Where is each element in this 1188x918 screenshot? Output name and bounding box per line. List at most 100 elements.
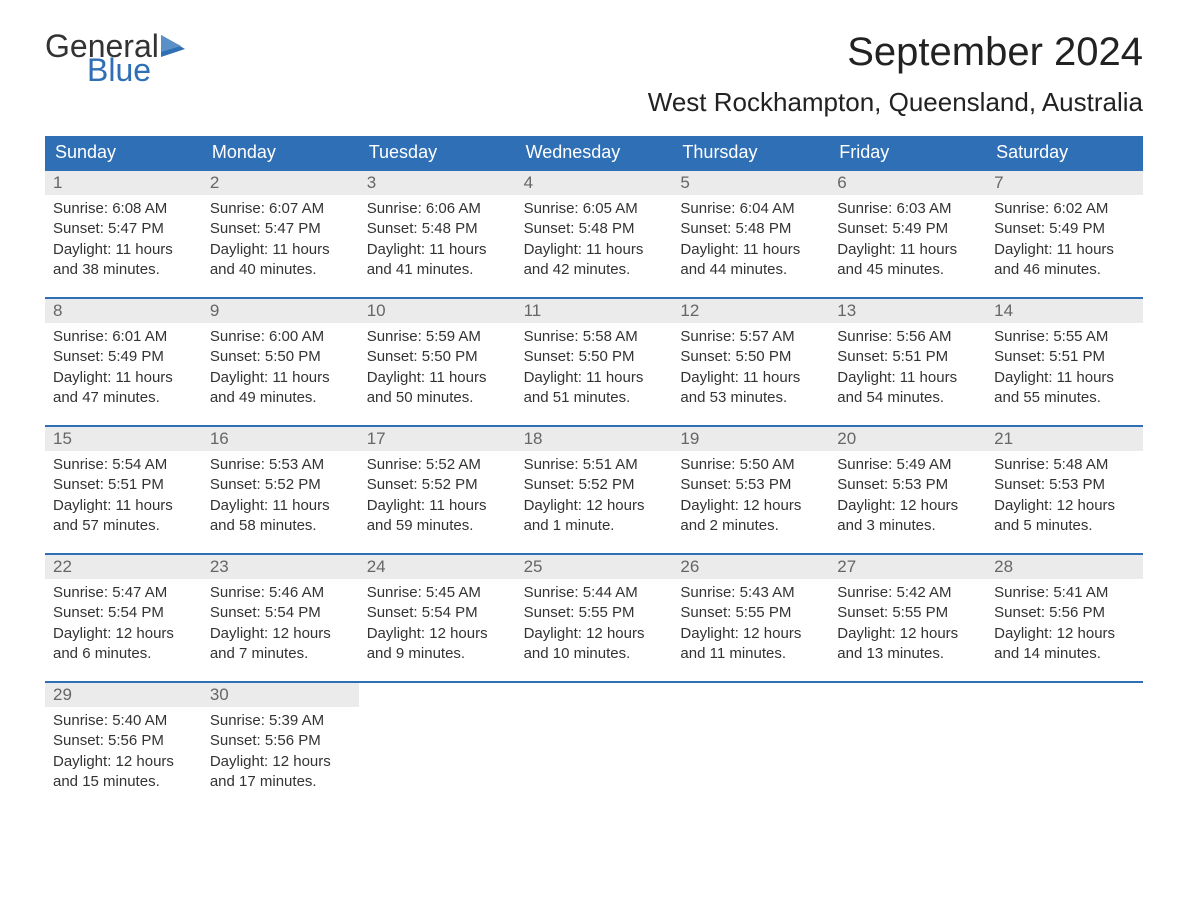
day-cell-empty [672,683,829,809]
day-sunset: Sunset: 5:55 PM [837,603,978,623]
day-sunrise: Sunrise: 5:53 AM [210,455,351,475]
day-cell: 2Sunrise: 6:07 AMSunset: 5:47 PMDaylight… [202,171,359,297]
day-daylight1: Daylight: 11 hours [837,368,978,388]
day-sunset: Sunset: 5:52 PM [524,475,665,495]
day-number: 17 [359,427,516,451]
day-sunrise: Sunrise: 6:02 AM [994,199,1135,219]
day-sunset: Sunset: 5:56 PM [53,731,194,751]
day-content: Sunrise: 5:55 AMSunset: 5:51 PMDaylight:… [986,323,1143,412]
day-content: Sunrise: 5:47 AMSunset: 5:54 PMDaylight:… [45,579,202,668]
day-cell: 14Sunrise: 5:55 AMSunset: 5:51 PMDayligh… [986,299,1143,425]
day-daylight2: and 59 minutes. [367,516,508,536]
day-number: 9 [202,299,359,323]
day-content: Sunrise: 5:42 AMSunset: 5:55 PMDaylight:… [829,579,986,668]
day-sunrise: Sunrise: 6:07 AM [210,199,351,219]
day-sunset: Sunset: 5:49 PM [53,347,194,367]
day-daylight1: Daylight: 12 hours [680,496,821,516]
day-sunrise: Sunrise: 5:39 AM [210,711,351,731]
day-content: Sunrise: 6:00 AMSunset: 5:50 PMDaylight:… [202,323,359,412]
day-sunset: Sunset: 5:54 PM [367,603,508,623]
day-cell: 30Sunrise: 5:39 AMSunset: 5:56 PMDayligh… [202,683,359,809]
day-number: 23 [202,555,359,579]
day-daylight2: and 14 minutes. [994,644,1135,664]
day-daylight2: and 11 minutes. [680,644,821,664]
day-cell: 25Sunrise: 5:44 AMSunset: 5:55 PMDayligh… [516,555,673,681]
day-cell: 20Sunrise: 5:49 AMSunset: 5:53 PMDayligh… [829,427,986,553]
month-title: September 2024 [648,30,1143,75]
day-sunset: Sunset: 5:53 PM [994,475,1135,495]
day-daylight1: Daylight: 11 hours [53,496,194,516]
day-content: Sunrise: 5:58 AMSunset: 5:50 PMDaylight:… [516,323,673,412]
day-daylight2: and 15 minutes. [53,772,194,792]
day-sunset: Sunset: 5:51 PM [53,475,194,495]
day-number: 3 [359,171,516,195]
day-daylight1: Daylight: 12 hours [680,624,821,644]
day-number: 8 [45,299,202,323]
day-daylight1: Daylight: 12 hours [210,752,351,772]
weekday-monday: Monday [202,136,359,169]
day-cell: 8Sunrise: 6:01 AMSunset: 5:49 PMDaylight… [45,299,202,425]
day-content: Sunrise: 5:52 AMSunset: 5:52 PMDaylight:… [359,451,516,540]
day-content: Sunrise: 6:03 AMSunset: 5:49 PMDaylight:… [829,195,986,284]
weekday-header: Sunday Monday Tuesday Wednesday Thursday… [45,136,1143,169]
day-sunrise: Sunrise: 5:41 AM [994,583,1135,603]
day-content: Sunrise: 6:01 AMSunset: 5:49 PMDaylight:… [45,323,202,412]
week-row: 15Sunrise: 5:54 AMSunset: 5:51 PMDayligh… [45,425,1143,553]
day-cell: 1Sunrise: 6:08 AMSunset: 5:47 PMDaylight… [45,171,202,297]
day-cell: 13Sunrise: 5:56 AMSunset: 5:51 PMDayligh… [829,299,986,425]
day-sunset: Sunset: 5:50 PM [367,347,508,367]
day-content: Sunrise: 5:41 AMSunset: 5:56 PMDaylight:… [986,579,1143,668]
day-sunrise: Sunrise: 5:50 AM [680,455,821,475]
weeks-container: 1Sunrise: 6:08 AMSunset: 5:47 PMDaylight… [45,169,1143,809]
day-sunset: Sunset: 5:53 PM [837,475,978,495]
day-daylight1: Daylight: 11 hours [524,368,665,388]
day-cell: 5Sunrise: 6:04 AMSunset: 5:48 PMDaylight… [672,171,829,297]
day-cell: 29Sunrise: 5:40 AMSunset: 5:56 PMDayligh… [45,683,202,809]
day-sunset: Sunset: 5:51 PM [994,347,1135,367]
day-content: Sunrise: 5:59 AMSunset: 5:50 PMDaylight:… [359,323,516,412]
day-sunrise: Sunrise: 5:48 AM [994,455,1135,475]
day-content: Sunrise: 5:43 AMSunset: 5:55 PMDaylight:… [672,579,829,668]
weekday-sunday: Sunday [45,136,202,169]
day-content: Sunrise: 6:07 AMSunset: 5:47 PMDaylight:… [202,195,359,284]
day-sunset: Sunset: 5:56 PM [994,603,1135,623]
day-content: Sunrise: 5:46 AMSunset: 5:54 PMDaylight:… [202,579,359,668]
header: General Blue September 2024 West Rockham… [45,30,1143,118]
day-number: 21 [986,427,1143,451]
day-daylight1: Daylight: 11 hours [53,368,194,388]
day-daylight1: Daylight: 11 hours [210,496,351,516]
day-daylight1: Daylight: 12 hours [994,496,1135,516]
day-cell: 9Sunrise: 6:00 AMSunset: 5:50 PMDaylight… [202,299,359,425]
day-daylight2: and 50 minutes. [367,388,508,408]
day-cell: 26Sunrise: 5:43 AMSunset: 5:55 PMDayligh… [672,555,829,681]
day-number: 15 [45,427,202,451]
day-daylight1: Daylight: 11 hours [524,240,665,260]
day-content: Sunrise: 5:56 AMSunset: 5:51 PMDaylight:… [829,323,986,412]
day-sunrise: Sunrise: 5:49 AM [837,455,978,475]
day-daylight2: and 2 minutes. [680,516,821,536]
day-daylight1: Daylight: 11 hours [367,240,508,260]
day-content: Sunrise: 6:04 AMSunset: 5:48 PMDaylight:… [672,195,829,284]
day-daylight1: Daylight: 11 hours [210,240,351,260]
day-daylight1: Daylight: 11 hours [994,368,1135,388]
day-cell: 7Sunrise: 6:02 AMSunset: 5:49 PMDaylight… [986,171,1143,297]
day-number: 13 [829,299,986,323]
day-content: Sunrise: 5:53 AMSunset: 5:52 PMDaylight:… [202,451,359,540]
day-number: 11 [516,299,673,323]
day-content: Sunrise: 5:48 AMSunset: 5:53 PMDaylight:… [986,451,1143,540]
day-cell: 17Sunrise: 5:52 AMSunset: 5:52 PMDayligh… [359,427,516,553]
day-daylight2: and 49 minutes. [210,388,351,408]
day-cell-empty [516,683,673,809]
day-cell: 6Sunrise: 6:03 AMSunset: 5:49 PMDaylight… [829,171,986,297]
day-daylight2: and 13 minutes. [837,644,978,664]
day-daylight1: Daylight: 11 hours [994,240,1135,260]
day-cell: 16Sunrise: 5:53 AMSunset: 5:52 PMDayligh… [202,427,359,553]
day-sunrise: Sunrise: 5:43 AM [680,583,821,603]
day-sunset: Sunset: 5:55 PM [680,603,821,623]
day-number: 25 [516,555,673,579]
day-daylight2: and 5 minutes. [994,516,1135,536]
day-content: Sunrise: 5:50 AMSunset: 5:53 PMDaylight:… [672,451,829,540]
day-daylight2: and 45 minutes. [837,260,978,280]
logo: General Blue [45,30,185,86]
day-cell: 18Sunrise: 5:51 AMSunset: 5:52 PMDayligh… [516,427,673,553]
